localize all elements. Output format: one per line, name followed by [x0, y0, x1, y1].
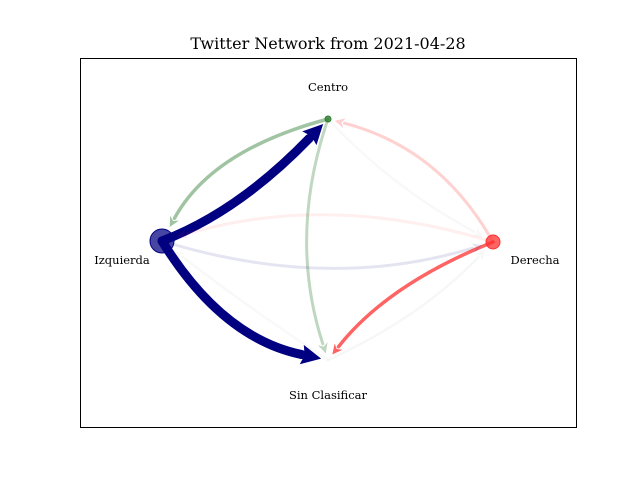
node-label-izquierda: Izquierda	[94, 253, 150, 267]
edge-arrowhead	[472, 227, 484, 237]
edge-line	[160, 239, 475, 270]
edge-line	[326, 117, 476, 234]
edge-line	[326, 255, 480, 362]
node-label-sin-clasificar: Sin Clasificar	[289, 388, 367, 402]
edge-sin-clasificar-to-izquierda	[174, 250, 330, 362]
node-label-centro: Centro	[308, 80, 348, 94]
nodes-layer	[149, 115, 501, 254]
edge-line	[157, 133, 314, 246]
edge-line	[157, 236, 307, 360]
edge-line	[185, 213, 495, 244]
node-izquierda	[149, 228, 175, 254]
labels-layer: Centro Izquierda Derecha Sin Clasificar	[94, 80, 559, 402]
edge-arrowhead	[471, 243, 483, 253]
edge-arrowhead	[169, 215, 179, 227]
edge-line	[305, 117, 330, 346]
edge-arrowhead	[334, 118, 346, 129]
edge-centro-to-derecha	[326, 117, 484, 237]
edge-arrowhead	[299, 344, 322, 365]
plot-frame	[80, 58, 577, 428]
edge-izquierda-to-derecha	[160, 239, 483, 270]
edges-layer	[157, 117, 495, 365]
edge-line	[172, 117, 330, 220]
edge-arrowhead	[177, 228, 189, 239]
edge-line	[336, 240, 495, 349]
edge-line	[181, 255, 330, 362]
edge-derecha-to-izquierda	[177, 213, 495, 244]
edge-izquierda-to-centro	[157, 124, 324, 246]
edge-line	[342, 121, 495, 244]
edge-derecha-to-centro	[334, 118, 495, 244]
edge-arrowhead	[302, 124, 324, 146]
node-centro	[324, 115, 332, 123]
edge-centro-to-izquierda	[169, 117, 330, 227]
edge-arrowhead	[474, 249, 486, 261]
edge-arrowhead	[318, 342, 328, 354]
node-derecha	[485, 234, 501, 250]
figure-title: Twitter Network from 2021-04-28	[190, 34, 465, 53]
node-label-derecha: Derecha	[510, 253, 559, 267]
edge-arrowhead	[174, 250, 186, 261]
edge-derecha-to-sin-clasificar	[332, 240, 495, 355]
edge-centro-to-sin-clasificar	[305, 117, 330, 354]
edge-sin-clasificar-to-derecha	[326, 249, 486, 362]
edge-arrowhead	[332, 343, 343, 355]
edge-izquierda-to-sin-clasificar	[157, 236, 322, 365]
